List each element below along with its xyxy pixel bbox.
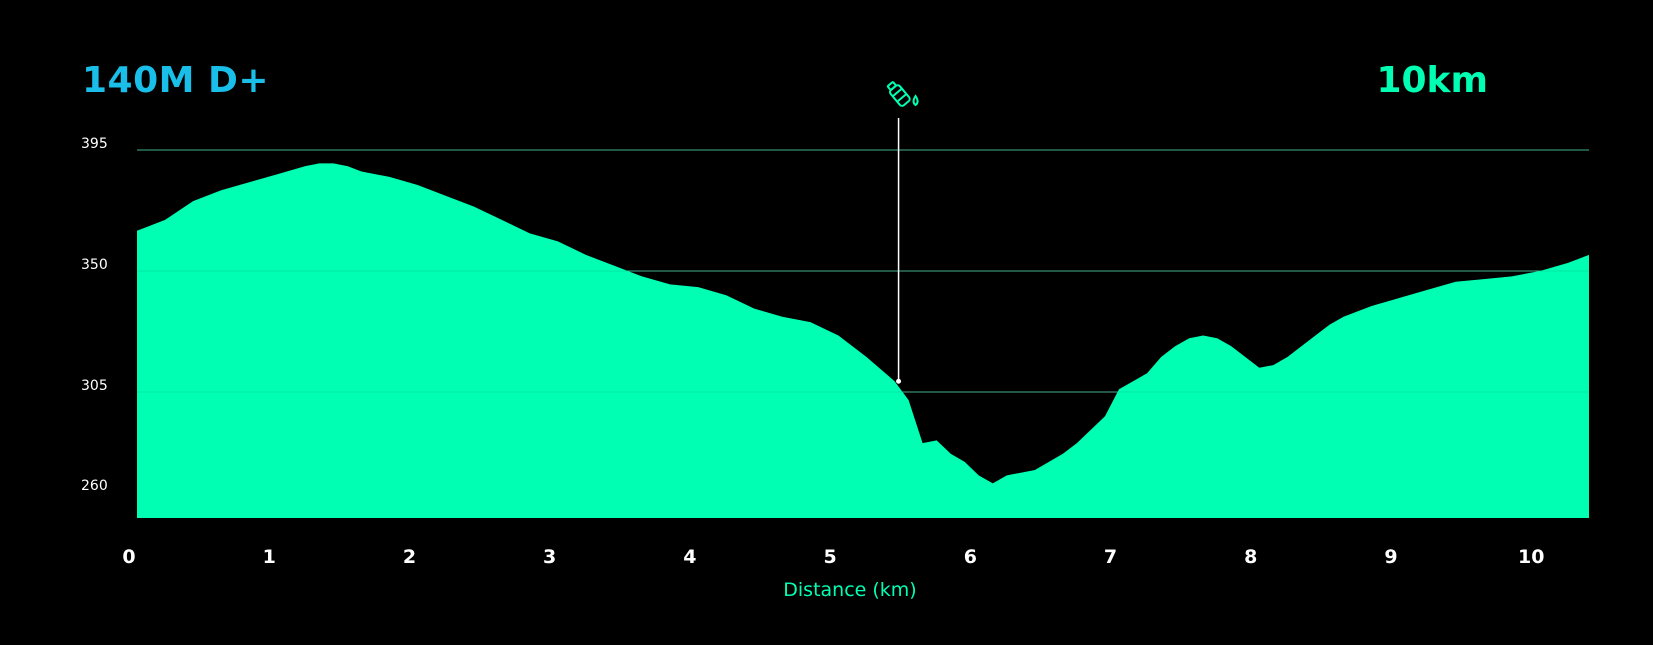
- water-station-marker: [886, 81, 919, 384]
- marker-dot: [896, 378, 902, 384]
- x-tick-label: 2: [403, 546, 416, 568]
- y-tick-label: 260: [81, 478, 108, 494]
- y-tick-label: 305: [81, 378, 108, 394]
- y-axis-ticks: 260 305 350 395: [81, 136, 108, 494]
- x-tick-label: 1: [263, 546, 276, 568]
- x-tick-label: 8: [1244, 546, 1257, 568]
- water-drop-icon: [912, 94, 919, 107]
- x-tick-label: 9: [1384, 546, 1397, 568]
- x-tick-label: 4: [683, 546, 696, 568]
- elevation-area: [137, 163, 1589, 518]
- elevation-gain-title: 140M D+: [82, 60, 270, 101]
- water-bottle-icon: [886, 81, 911, 107]
- x-tick-label: 10: [1518, 546, 1544, 568]
- x-tick-label: 7: [1104, 546, 1117, 568]
- x-axis-label: Distance (km): [783, 579, 916, 601]
- distance-total-title: 10km: [1376, 60, 1488, 101]
- y-tick-label: 395: [81, 136, 108, 152]
- x-tick-label: 0: [122, 546, 135, 568]
- x-tick-label: 6: [964, 546, 977, 568]
- y-tick-label: 350: [81, 257, 108, 273]
- x-axis-ticks: 0 1 2 3 4 5 6 7 8 9 10: [122, 546, 1544, 568]
- x-tick-label: 3: [543, 546, 556, 568]
- x-tick-label: 5: [823, 546, 836, 568]
